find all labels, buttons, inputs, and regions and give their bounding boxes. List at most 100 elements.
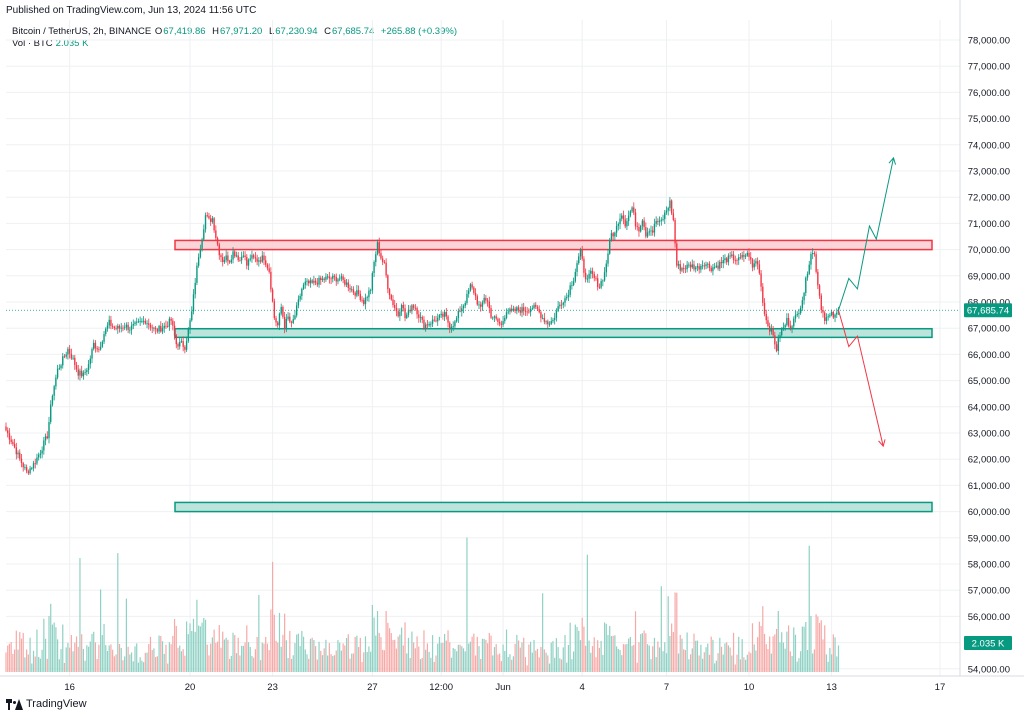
volume-bar xyxy=(521,642,523,672)
candle-body xyxy=(827,316,829,318)
volume-bar xyxy=(105,645,107,672)
candle-body xyxy=(172,320,174,326)
volume-bar xyxy=(287,658,289,672)
candle-body xyxy=(612,233,614,237)
candle-body xyxy=(354,292,356,296)
volume-bar xyxy=(636,662,638,672)
candle-body xyxy=(815,254,817,272)
candle-body xyxy=(476,296,478,305)
candle-body xyxy=(239,260,241,261)
volume-bar xyxy=(765,644,767,672)
volume-bar xyxy=(87,646,90,672)
candle-body xyxy=(421,317,423,320)
candle-body xyxy=(361,299,363,301)
volume-bar xyxy=(340,650,342,672)
volume-bar xyxy=(818,622,821,672)
support-zone xyxy=(174,501,933,513)
volume-bar xyxy=(543,649,545,672)
volume-bar xyxy=(490,635,492,672)
candle-body xyxy=(163,325,165,329)
volume-bar xyxy=(26,649,28,672)
candle-body xyxy=(320,277,322,281)
candle-body xyxy=(321,278,324,281)
candle-body xyxy=(609,239,611,254)
volume-bar xyxy=(395,648,398,672)
volume-bar xyxy=(110,644,112,672)
candle-body xyxy=(548,323,551,325)
time-tick-label: 20 xyxy=(185,682,196,693)
price-tick-label: 60,000.00 xyxy=(968,507,1010,518)
volume-bar xyxy=(757,637,759,672)
candle-body xyxy=(440,313,442,316)
candle-body xyxy=(829,315,831,317)
volume-bar xyxy=(170,644,172,672)
volume-bar xyxy=(662,651,664,672)
volume-bar xyxy=(375,635,377,672)
candle-body xyxy=(258,260,260,262)
candle-body xyxy=(658,220,661,222)
volume-bar xyxy=(167,663,169,672)
volume-bar xyxy=(478,646,480,672)
candle-body xyxy=(254,257,257,259)
candle-body xyxy=(818,285,821,296)
candle-body xyxy=(31,468,33,470)
volume-bar xyxy=(335,650,337,672)
volume-bar xyxy=(492,655,494,672)
candle-body xyxy=(366,297,368,299)
candle-body xyxy=(295,305,298,316)
candle-body xyxy=(805,277,807,293)
volume-bar xyxy=(416,636,418,672)
volume-bar xyxy=(741,639,743,672)
volume-bar xyxy=(194,631,196,672)
candle-body xyxy=(44,436,47,441)
volume-bar xyxy=(736,654,738,672)
volume-bar xyxy=(371,604,373,672)
candle-body xyxy=(562,302,564,305)
volume-bar xyxy=(201,622,203,672)
candle-body xyxy=(182,341,184,347)
candle-body xyxy=(639,225,642,232)
volume-bar xyxy=(545,652,547,672)
candle-body xyxy=(240,256,243,261)
volume-bar xyxy=(431,635,434,672)
volume-bar xyxy=(309,638,312,672)
volume-bar xyxy=(560,659,563,672)
candle-body xyxy=(500,323,503,325)
volume-bar xyxy=(354,637,356,672)
volume-bar xyxy=(118,643,121,672)
volume-bar xyxy=(603,622,606,672)
volume-bar xyxy=(824,625,826,672)
volume-bar xyxy=(743,657,745,672)
candle-body xyxy=(129,329,131,331)
candle-body xyxy=(86,370,88,373)
candle-body xyxy=(713,267,716,268)
volume-bar xyxy=(652,646,654,672)
candle-body xyxy=(536,306,539,310)
candle-body xyxy=(627,215,630,222)
candle-body xyxy=(502,321,504,325)
candle-body xyxy=(80,370,83,377)
candle-body xyxy=(400,304,403,312)
volume-bar xyxy=(143,662,145,672)
volume-bar xyxy=(659,647,661,672)
volume-bar xyxy=(481,638,484,672)
volume-bar xyxy=(523,637,525,672)
volume-label: Vol · BTC xyxy=(12,38,53,49)
volume-bar xyxy=(297,633,299,672)
candle-body xyxy=(137,321,140,323)
volume-bar xyxy=(418,646,420,672)
volume-bar xyxy=(500,661,502,672)
volume-bar xyxy=(280,646,282,672)
volume-bar xyxy=(825,654,828,672)
volume-bar xyxy=(232,632,234,672)
candle-body xyxy=(342,276,344,280)
volume-bar xyxy=(798,658,800,672)
volume-bar xyxy=(593,637,595,672)
volume-bar xyxy=(342,643,344,672)
volume-bar xyxy=(626,643,628,672)
volume-bar xyxy=(290,658,293,672)
candle-body xyxy=(677,264,680,266)
candle-body xyxy=(381,258,384,262)
close-value: 67,685.74 xyxy=(332,26,375,37)
